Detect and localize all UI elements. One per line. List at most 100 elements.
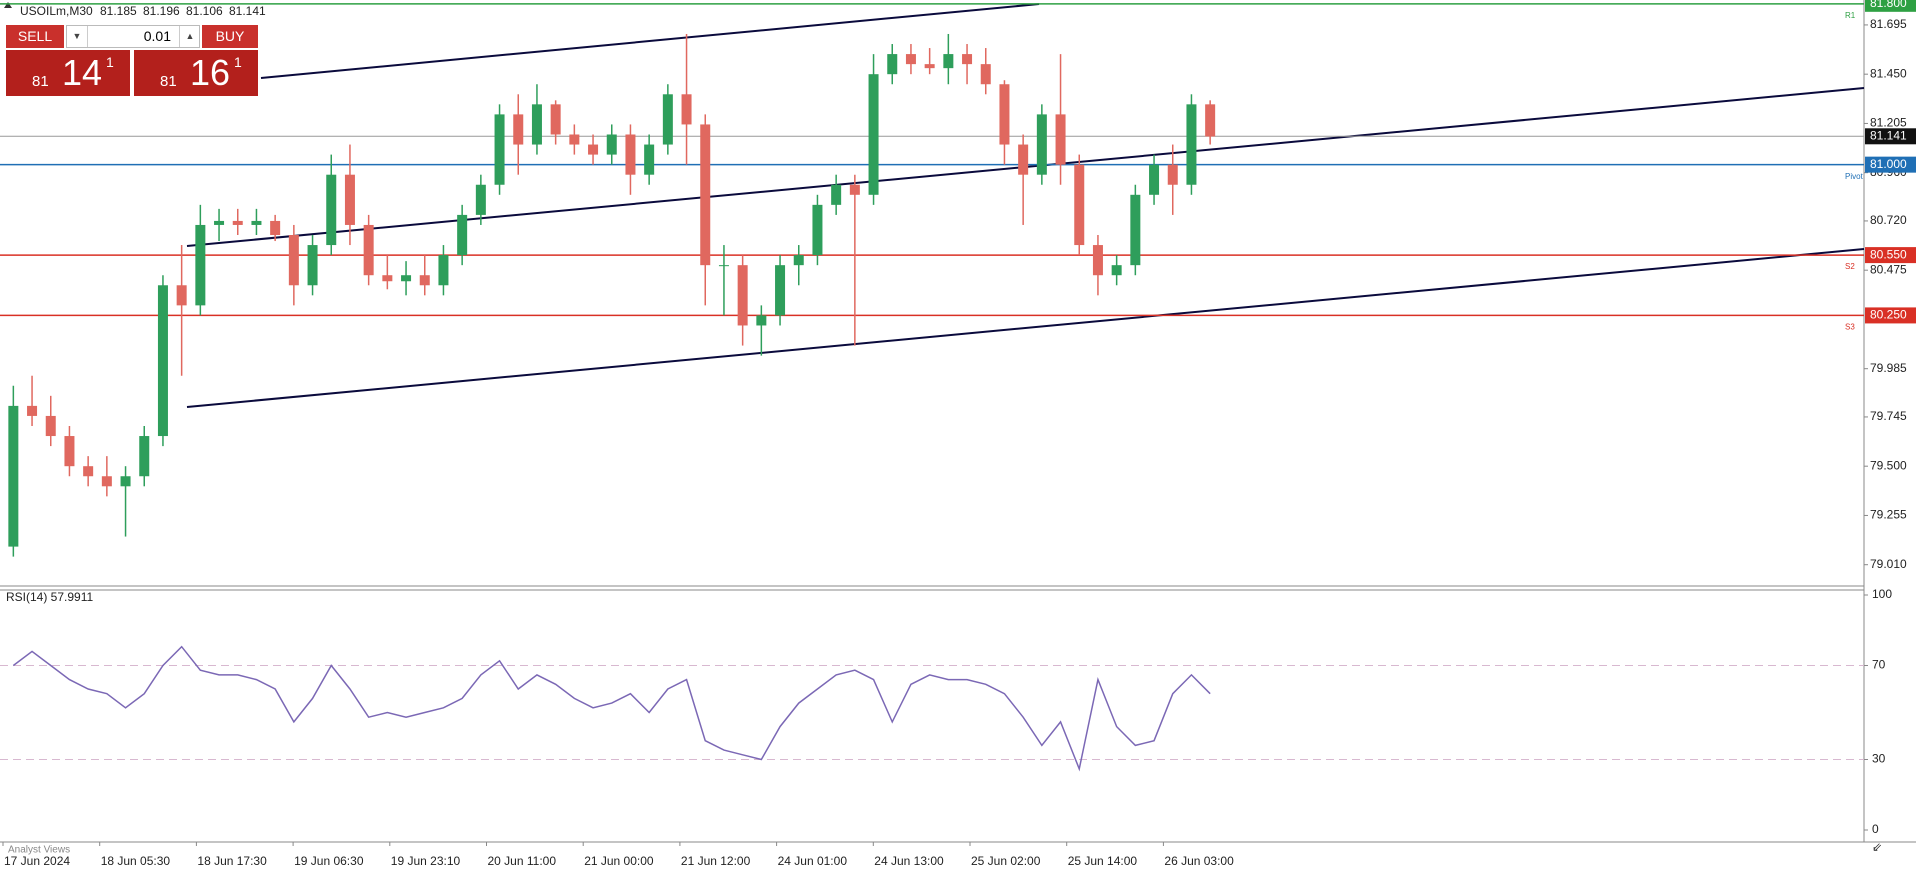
candle-body (644, 144, 655, 175)
level-name: S2 (1845, 262, 1855, 271)
x-tick-label: 21 Jun 00:00 (584, 854, 654, 868)
trend-line (186, 248, 1865, 408)
collapse-icon[interactable] (4, 2, 12, 8)
candle-body (232, 220, 243, 225)
tab-analyst-views[interactable]: Analyst Views (8, 845, 70, 856)
rsi-tick-label: 100 (1872, 587, 1892, 601)
level-name: R1 (1845, 11, 1856, 20)
level-label: 80.550 (1870, 247, 1907, 261)
y-tick-label: 79.010 (1870, 557, 1907, 571)
candle-body (344, 174, 355, 225)
ask-main: 16 (190, 52, 231, 93)
candle-body (905, 54, 916, 65)
level-name: Pivot (1845, 172, 1864, 181)
candle-body (718, 265, 729, 267)
candle-body (625, 134, 636, 175)
candle-body (980, 64, 991, 85)
lot-decrease[interactable]: ▼ (67, 26, 88, 47)
candle-body (382, 275, 393, 282)
y-tick-label: 79.745 (1870, 409, 1907, 423)
current-price-label: 81.141 (1870, 128, 1907, 142)
y-tick-label: 81.205 (1870, 116, 1907, 130)
x-tick-label: 24 Jun 13:00 (874, 854, 944, 868)
candle-body (1018, 144, 1029, 175)
trade-panel: SELL 0.01 ▼ ▲ BUY 81 14 1 81 16 1 (6, 25, 258, 97)
candle-body (1092, 245, 1103, 276)
candle-body (1167, 164, 1178, 185)
candle-body (962, 54, 973, 65)
candle-body (1186, 104, 1197, 185)
y-tick-label: 79.500 (1870, 458, 1907, 472)
candle-body (775, 265, 786, 316)
x-tick-label: 20 Jun 11:00 (488, 854, 557, 868)
candle-body (999, 84, 1010, 145)
y-tick-label: 80.475 (1870, 262, 1907, 276)
candle-body (438, 255, 449, 286)
scroll-icon[interactable]: ⇙ (1872, 840, 1882, 854)
candle-body (457, 214, 468, 256)
trend-line (260, 3, 1040, 79)
x-tick-label: 18 Jun 17:30 (197, 854, 267, 868)
ask-price[interactable]: 81 16 1 (134, 50, 258, 96)
level-label: 80.250 (1870, 308, 1907, 322)
lot-input[interactable]: 0.01 (66, 25, 200, 48)
candle-body (550, 104, 561, 135)
ohlc-high: 81.196 (143, 4, 180, 18)
rsi-tick-label: 30 (1872, 752, 1886, 766)
y-tick-label: 79.255 (1870, 508, 1907, 522)
x-tick-label: 25 Jun 02:00 (971, 854, 1041, 868)
candle-body (756, 315, 767, 326)
ask-small: 1 (234, 54, 242, 70)
x-tick-label: 17 Jun 2024 (4, 854, 70, 868)
bid-small: 1 (106, 54, 114, 70)
candle-body (1074, 164, 1085, 246)
x-tick-label: 19 Jun 06:30 (294, 854, 364, 868)
level-box (1865, 247, 1916, 264)
candle-body (662, 94, 673, 145)
sell-button[interactable]: SELL (6, 25, 64, 48)
candle-body (1055, 114, 1066, 165)
candle-body (812, 204, 823, 256)
ohlc-open: 81.185 (100, 4, 137, 18)
x-tick-label: 21 Jun 12:00 (681, 854, 751, 868)
x-tick-label: 24 Jun 01:00 (778, 854, 848, 868)
candle-body (251, 220, 262, 225)
candle-body (868, 74, 879, 195)
bid-price[interactable]: 81 14 1 (6, 50, 130, 96)
candle-body (513, 114, 524, 145)
ask-big: 81 (160, 73, 177, 90)
lot-increase[interactable]: ▲ (179, 26, 200, 47)
current-price-box (1865, 128, 1916, 145)
candle-body (157, 285, 168, 437)
candle-body (27, 405, 38, 416)
candle-body (307, 245, 318, 286)
candle-body (1111, 265, 1122, 276)
candle-body (419, 275, 430, 286)
symbol: USOILm,M30 (20, 4, 93, 18)
y-tick-label: 79.985 (1870, 361, 1907, 375)
rsi-line (12, 645, 1211, 772)
candle-body (176, 285, 187, 306)
candle-body (737, 265, 748, 326)
candle-body (1205, 104, 1216, 137)
candle-body (326, 174, 337, 246)
ohlc-close: 81.141 (229, 4, 266, 18)
candle-body (1149, 164, 1160, 195)
candle-body (270, 220, 281, 236)
buy-button[interactable]: BUY (202, 25, 258, 48)
candle-body (1130, 194, 1141, 266)
x-tick-label: 19 Jun 23:10 (391, 854, 461, 868)
candle-body (831, 184, 842, 205)
candle-body (494, 114, 505, 185)
candle-body (139, 436, 150, 477)
rsi-tick-label: 0 (1872, 822, 1879, 836)
candle-body (606, 134, 617, 155)
level-box (1865, 0, 1916, 12)
candle-body (195, 224, 206, 306)
candle-body (1036, 114, 1047, 175)
level-label: 81.800 (1870, 0, 1907, 10)
candle-body (8, 405, 19, 547)
x-tick-label: 18 Jun 05:30 (101, 854, 171, 868)
